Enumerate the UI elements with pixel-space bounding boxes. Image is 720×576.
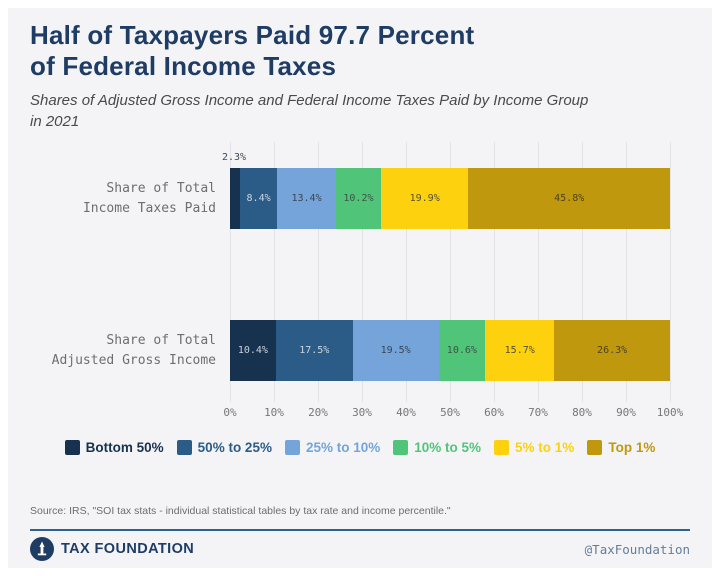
footer-divider (30, 529, 690, 532)
gridline (273, 142, 275, 403)
x-axis-tick-label: 90% (616, 406, 636, 420)
legend-item: 50% to 25% (176, 440, 272, 456)
segment-value-label: 45.8% (554, 193, 585, 205)
x-axis-tick-label: 50% (440, 406, 460, 420)
footer: TAX FOUNDATION @TaxFoundation (30, 537, 690, 562)
chart-plot-area: 0% 10% 20% 30% 40% 50% 60% 70% 80% 90% 100% 2.3% 8.4… (52, 142, 683, 424)
brand-name: TAX FOUNDATION (61, 541, 195, 558)
bar-segment: 26.3% (554, 320, 670, 382)
bar-segment: 10.4% (230, 320, 276, 382)
bar-segment: 13.4% (277, 168, 337, 230)
category-label: Share of Total Adjusted Gross Income (51, 332, 216, 369)
bar-segment: 15.7% (485, 320, 555, 382)
header: Half of Taxpayers Paid 97.7 Percent of F… (8, 8, 712, 132)
legend-label: 25% to 10% (305, 440, 381, 456)
gridline (537, 142, 539, 403)
bar-segment: 17.5% (275, 320, 353, 382)
segment-value-label: 17.5% (299, 345, 330, 357)
bar-row: 10.4% 17.5% 19.5% 10.6% 15.7% 26.3% (230, 320, 670, 382)
twitter-handle: @TaxFoundation (584, 541, 690, 557)
gridline (669, 142, 671, 403)
gridline (361, 142, 363, 403)
bar-segment: 19.9% (380, 168, 469, 230)
legend-item: 5% to 1% (494, 440, 575, 456)
legend-label: Bottom 50% (85, 440, 164, 456)
legend-label: Top 1% (608, 440, 656, 456)
bar-segment: 45.8% (468, 168, 670, 230)
legend-swatch (176, 440, 192, 456)
x-axis-tick-label: 20% (308, 406, 328, 420)
segment-value-label: 26.3% (597, 345, 628, 357)
source-note: Source: IRS, "SOI tax stats - individual… (30, 505, 451, 518)
gridline (625, 142, 627, 403)
legend-label: 5% to 1% (515, 440, 575, 456)
page-subtitle: Shares of Adjusted Gross Income and Fede… (30, 92, 589, 131)
legend-swatch (64, 440, 80, 456)
segment-value-label: 19.5% (380, 345, 411, 357)
gridline (229, 142, 231, 403)
page-title: Half of Taxpayers Paid 97.7 Percent of F… (30, 20, 475, 82)
segment-value-label: 10.2% (343, 193, 374, 205)
stacked-bar-chart: 0% 10% 20% 30% 40% 50% 60% 70% 80% 90% 100% 2.3% 8.4… (8, 142, 712, 424)
x-axis-tick-label: 0% (223, 406, 237, 420)
segment-value-label: 10.6% (446, 345, 477, 357)
legend-label: 10% to 5% (414, 440, 482, 456)
x-axis-tick-label: 30% (352, 406, 372, 420)
segment-value-label: 2.3% (222, 152, 247, 164)
bar-segment: 8.4% (240, 168, 278, 230)
bar-segment: 10.6% (438, 320, 486, 382)
gridline (317, 142, 319, 403)
x-axis-tick-label: 60% (484, 406, 504, 420)
bar-row: 8.4% 13.4% 10.2% 19.9% 45.8% (230, 168, 670, 230)
segment-value-label: 15.7% (504, 345, 535, 357)
x-axis-tick-label: 40% (396, 406, 416, 420)
gridline (449, 142, 451, 403)
category-label: Share of Total Income Taxes Paid (82, 180, 216, 217)
legend-swatch (284, 440, 300, 456)
brand: TAX FOUNDATION (30, 537, 195, 562)
legend-swatch (587, 440, 603, 456)
x-axis-tick-label: 10% (264, 406, 284, 420)
gridline (581, 142, 583, 403)
bar-segment: 10.2% (336, 168, 381, 230)
gridline (405, 142, 407, 403)
legend-label: 50% to 25% (197, 440, 272, 456)
x-axis-tick-label: 100% (656, 406, 684, 420)
infographic-card: Half of Taxpayers Paid 97.7 Percent of F… (8, 8, 712, 568)
segment-value-label: 19.9% (409, 193, 440, 205)
segment-value-label: 10.4% (237, 345, 268, 357)
gridline (493, 142, 495, 403)
legend-item: 25% to 10% (284, 440, 381, 456)
legend-item: Bottom 50% (64, 440, 164, 456)
x-axis-tick-label: 70% (528, 406, 548, 420)
bar-segment: 19.5% (352, 320, 439, 382)
legend-swatch (494, 440, 510, 456)
bar-segment (230, 168, 241, 230)
legend-item: Top 1% (587, 440, 656, 456)
legend-swatch (393, 440, 409, 456)
tax-foundation-logo-icon (30, 537, 54, 562)
segment-value-label: 8.4% (246, 193, 271, 205)
segment-value-label: 13.4% (291, 193, 322, 205)
chart-legend: Bottom 50% 50% to 25% 25% to 10% 10% to 5% 5… (8, 440, 712, 456)
legend-item: 10% to 5% (393, 440, 482, 456)
x-axis-tick-label: 80% (572, 406, 592, 420)
